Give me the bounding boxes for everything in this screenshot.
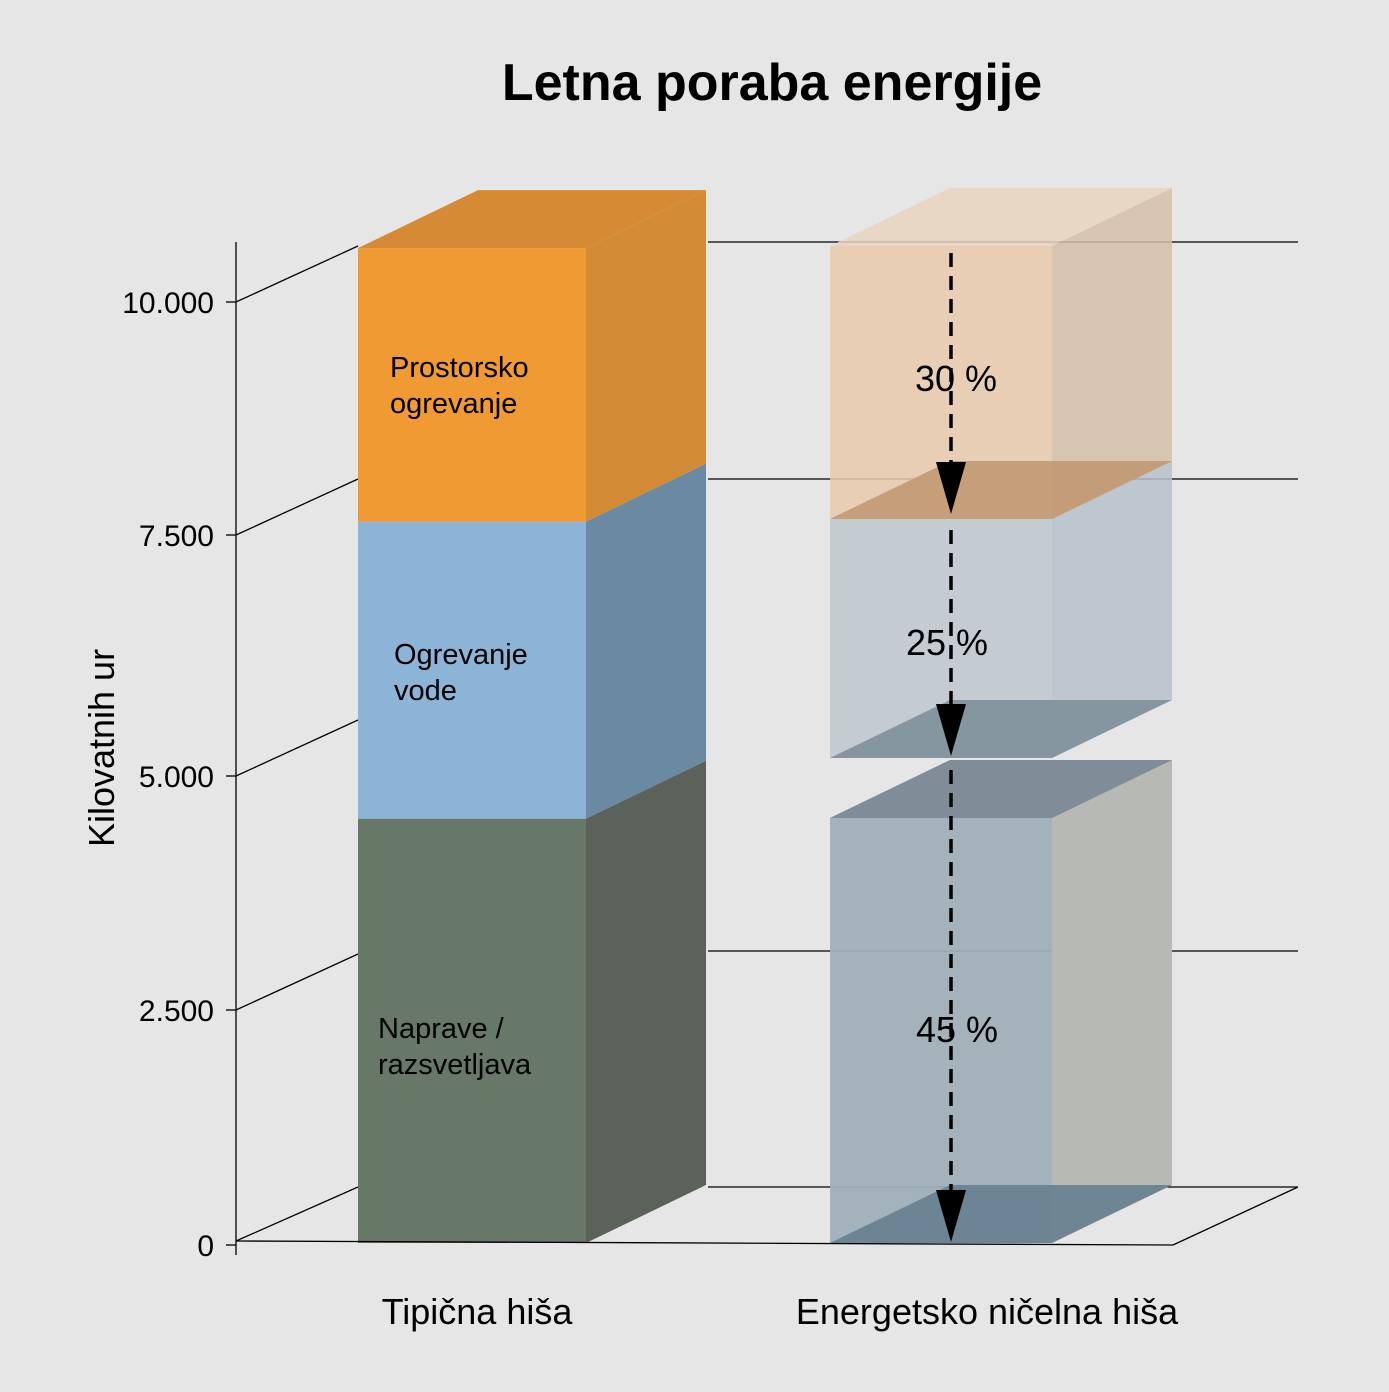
bar-zero-water-side <box>1052 461 1172 758</box>
bar-zero-appliances <box>830 760 1172 1243</box>
bar-typical-1-front <box>358 521 586 819</box>
segment-label-line: Naprave / <box>378 1013 505 1045</box>
floor-front-line <box>235 1240 1174 1246</box>
y-tick-connector <box>235 478 359 536</box>
y-tick-connector <box>235 719 359 777</box>
bar-typical-0-side <box>586 760 706 1243</box>
bar-zero-appliances-front <box>830 818 1052 1243</box>
bar-zero-heating-top <box>830 188 1172 246</box>
y-axis: 0 2.500 5.000 7.500 10.000 <box>122 242 359 1263</box>
percent-label: 30 % <box>915 358 997 399</box>
bars <box>358 188 1172 1243</box>
segment-label-line: ogrevanje <box>390 388 517 420</box>
segment-label-line: Prostorsko <box>390 352 529 384</box>
annotations: Naprave / razsvetljava Ogrevanje vode Prosto… <box>235 253 1299 1246</box>
y-tick-label: 2.500 <box>139 995 214 1028</box>
segment-label: Prostorsko ogrevanje <box>390 352 529 420</box>
reduction-arrow-head <box>936 704 966 756</box>
segment-label-line: razsvetljava <box>378 1049 532 1081</box>
segment-label: Ogrevanje vode <box>394 639 528 707</box>
bar-typical-0 <box>358 760 706 1243</box>
y-tick-label: 7.500 <box>139 520 214 553</box>
bar-typical-2 <box>358 190 706 522</box>
category-label-zero: Energetsko ničelna hiša <box>796 1291 1179 1332</box>
zero-water-slab <box>830 700 1172 758</box>
floor-connector-left <box>235 1186 359 1242</box>
segment-label-line: vode <box>394 675 457 707</box>
bar-typical-0-front <box>358 818 586 1243</box>
zero-appliances-slab <box>830 760 1172 818</box>
bar-typical-2-top <box>358 190 706 249</box>
bar-typical-1 <box>358 463 706 819</box>
y-tick-connector <box>235 953 359 1011</box>
chart-title: Letna poraba energije <box>502 54 1042 112</box>
reduction-arrow-head <box>936 1190 966 1242</box>
bar-typical-2-front <box>358 248 586 522</box>
bar-zero-heating <box>830 188 1172 519</box>
percent-label: 25 % <box>906 622 988 663</box>
y-tick-connector <box>235 245 359 303</box>
y-tick-label: 10.000 <box>122 287 214 320</box>
category-label-typical: Tipična hiša <box>382 1291 574 1332</box>
bar-zero-heating-side <box>1052 188 1172 519</box>
segment-label: Naprave / razsvetljava <box>378 1013 532 1081</box>
floor-right-edge <box>1172 1186 1299 1246</box>
zero-heating-slab <box>830 461 1172 519</box>
segment-label-line: Ogrevanje <box>394 639 528 671</box>
bar-typical-1-side <box>586 463 706 819</box>
zero-floor-slab <box>830 1185 1172 1243</box>
y-tick-label: 0 <box>197 1230 214 1263</box>
y-tick-label: 5.000 <box>139 761 214 794</box>
reduction-arrow-head <box>936 462 966 514</box>
bar-zero-appliances-side <box>1052 760 1172 1243</box>
bar-typical-2-side <box>586 190 706 522</box>
percent-label: 45 % <box>916 1009 998 1050</box>
y-axis-label: Kilovatnih ur <box>81 649 122 847</box>
